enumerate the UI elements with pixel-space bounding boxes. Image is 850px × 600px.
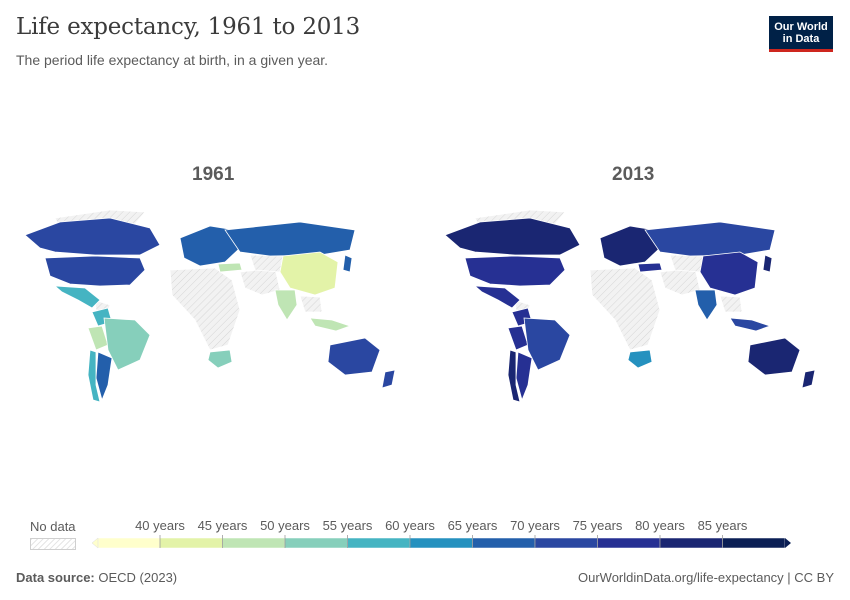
legend-arrow-start-icon xyxy=(91,537,99,549)
legend-tick-label: 85 years xyxy=(698,518,748,533)
region-argentina[interactable] xyxy=(515,351,533,402)
region-south-africa[interactable] xyxy=(627,349,653,369)
region-india[interactable] xyxy=(274,289,298,321)
source-link[interactable]: OurWorldinData.org/life-expectancy | CC … xyxy=(577,570,834,585)
region-europe[interactable] xyxy=(599,225,661,267)
region-brazil[interactable] xyxy=(103,317,151,371)
no-data-region xyxy=(669,254,704,273)
region-indonesia[interactable] xyxy=(309,317,352,332)
region-australia[interactable] xyxy=(327,337,381,376)
region-turkey[interactable] xyxy=(217,262,243,273)
legend-tick-label: 65 years xyxy=(448,518,498,533)
legend-bin[interactable] xyxy=(722,537,786,549)
color-legend: 40 years 45 years 50 years 55 years 60 years… xyxy=(91,518,791,549)
legend-tick-label: 80 years xyxy=(635,518,685,533)
region-china[interactable] xyxy=(279,251,339,296)
no-data-region xyxy=(239,267,281,296)
region-united-states[interactable] xyxy=(44,255,146,287)
legend-tick-label: 50 years xyxy=(260,518,310,533)
legend-bin[interactable] xyxy=(597,537,661,549)
region-new-zealand[interactable] xyxy=(801,369,816,389)
legend-bin[interactable] xyxy=(347,537,411,549)
region-russia[interactable] xyxy=(224,221,356,257)
region-china[interactable] xyxy=(699,251,759,296)
region-south-africa[interactable] xyxy=(207,349,233,369)
no-data-region xyxy=(659,267,701,296)
region-japan[interactable] xyxy=(342,254,353,273)
no-data-region xyxy=(169,267,241,351)
region-india[interactable] xyxy=(694,289,718,321)
region-peru[interactable] xyxy=(507,325,529,351)
legend-bin[interactable] xyxy=(97,537,161,549)
legend-bin[interactable] xyxy=(222,537,286,549)
legend-tick-label: 45 years xyxy=(198,518,248,533)
legend-bin[interactable] xyxy=(534,537,598,549)
legend-bin[interactable] xyxy=(409,537,473,549)
region-canada[interactable] xyxy=(24,217,161,256)
panel-title-1961: 1961 xyxy=(192,164,235,185)
map-2013 xyxy=(444,209,816,403)
region-peru[interactable] xyxy=(87,325,109,351)
region-chile[interactable] xyxy=(87,349,101,403)
no-data-region xyxy=(249,254,284,273)
panel-title-2013: 2013 xyxy=(612,164,655,185)
region-brazil[interactable] xyxy=(523,317,571,371)
region-mexico[interactable] xyxy=(473,285,521,309)
region-europe[interactable] xyxy=(179,225,241,267)
legend-bin[interactable] xyxy=(472,537,536,549)
legend-tick-label: 75 years xyxy=(573,518,623,533)
owid-logo[interactable]: Our World in Data xyxy=(769,16,833,52)
legend-tick-label: 60 years xyxy=(385,518,435,533)
region-canada[interactable] xyxy=(444,217,581,256)
data-source: Data source: OECD (2023) xyxy=(16,570,177,585)
region-argentina[interactable] xyxy=(95,351,113,402)
region-turkey[interactable] xyxy=(637,262,663,273)
chart-subtitle: The period life expectancy at birth, in … xyxy=(16,52,329,68)
legend-no-data-label: No data xyxy=(30,519,76,534)
region-new-zealand[interactable] xyxy=(381,369,396,389)
legend-no-data-swatch xyxy=(30,538,76,550)
legend-bin[interactable] xyxy=(284,537,348,549)
data-source-label: Data source: xyxy=(16,570,95,585)
legend-bin[interactable] xyxy=(659,537,723,549)
data-source-value: OECD (2023) xyxy=(98,570,178,585)
legend-tick-label: 40 years xyxy=(135,518,185,533)
no-data-region xyxy=(589,267,661,351)
region-japan[interactable] xyxy=(762,254,773,273)
region-chile[interactable] xyxy=(507,349,521,403)
no-data-region xyxy=(299,295,323,313)
no-data-region xyxy=(719,295,743,313)
logo-line-1: Our World xyxy=(774,20,828,33)
region-indonesia[interactable] xyxy=(729,317,772,332)
legend-bin[interactable] xyxy=(159,537,223,549)
legend-arrow-icon xyxy=(785,538,791,548)
logo-line-2: in Data xyxy=(782,32,820,45)
world-maps xyxy=(24,209,816,403)
chart-title: Life expectancy, 1961 to 2013 xyxy=(16,14,361,40)
region-mexico[interactable] xyxy=(53,285,101,309)
region-australia[interactable] xyxy=(747,337,801,376)
map-1961 xyxy=(24,209,396,403)
region-united-states[interactable] xyxy=(464,255,566,287)
legend-tick-label: 55 years xyxy=(323,518,373,533)
legend-tick-label: 70 years xyxy=(510,518,560,533)
region-russia[interactable] xyxy=(644,221,776,257)
